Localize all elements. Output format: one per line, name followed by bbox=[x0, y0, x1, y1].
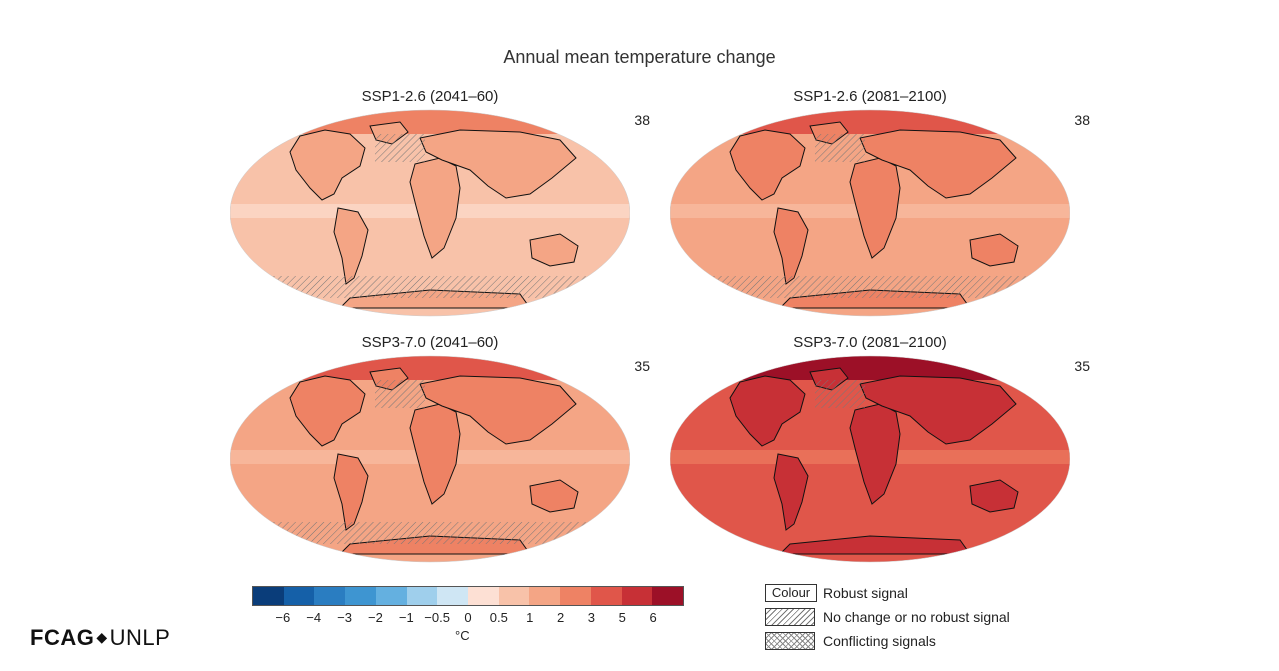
colorbar-swatch bbox=[529, 587, 561, 605]
panel-title: SSP1-2.6 (2041–60) bbox=[361, 88, 499, 105]
colorbar-tick-label: 0 bbox=[464, 610, 472, 625]
colour-swatch: Colour bbox=[765, 584, 817, 602]
colorbar-swatch bbox=[560, 587, 591, 605]
map-panel-1: SSP1-2.6 (2041–60) 38 bbox=[230, 88, 650, 318]
north-atlantic-hatching bbox=[375, 380, 425, 408]
colorbar-tick-label: 1 bbox=[526, 610, 534, 625]
colorbar-tick-label: 2 bbox=[556, 610, 565, 625]
colorbar-swatch bbox=[314, 587, 346, 605]
colorbar-tick-label: −2 bbox=[368, 610, 383, 625]
colorbar-swatch bbox=[253, 587, 284, 605]
colorbar-ticks: −6 −4 −3 −2 −1 −0.5 0 0.5 1 2 3 5 6 bbox=[252, 610, 684, 626]
southern-ocean-hatching bbox=[270, 276, 590, 298]
map-panel-2: SSP1-2.6 (2081–2100) 38 bbox=[670, 88, 1090, 318]
map-border bbox=[670, 109, 1070, 317]
arctic-band bbox=[230, 110, 630, 134]
panel-title: SSP3-7.0 (2081–2100) bbox=[793, 334, 947, 351]
colorbar-tick-label: −1 bbox=[398, 610, 414, 625]
colorbar-swatch bbox=[621, 587, 653, 605]
legend-label: Robust signal bbox=[823, 585, 908, 601]
colorbar-swatch bbox=[468, 587, 499, 605]
colorbar-tick-label: 6 bbox=[649, 610, 657, 625]
colorbar-tick-label: 3 bbox=[587, 610, 596, 625]
model-count: 38 bbox=[1074, 112, 1090, 128]
continent-outline bbox=[289, 129, 366, 201]
continent-outline bbox=[529, 479, 579, 513]
continent-outline bbox=[773, 453, 809, 531]
continent-outline bbox=[859, 375, 1017, 445]
colorbar-unit: °C bbox=[455, 628, 470, 643]
colorbar-swatch bbox=[590, 587, 622, 605]
continent-outline bbox=[419, 129, 577, 199]
colorbar-swatch bbox=[437, 587, 469, 605]
panel-title: SSP3-7.0 (2041–60) bbox=[361, 334, 499, 351]
logo-diamond-icon: ◆ bbox=[96, 629, 108, 645]
north-atlantic-hatching bbox=[815, 380, 865, 408]
map-panel-4: SSP3-7.0 (2081–2100) 35 bbox=[670, 334, 1090, 564]
north-atlantic-hatching bbox=[375, 134, 425, 162]
world-map bbox=[230, 355, 630, 563]
model-count: 38 bbox=[634, 112, 650, 128]
colorbar-tick-label: 5 bbox=[618, 610, 626, 625]
logo-unlp: UNLP bbox=[109, 625, 171, 650]
model-count: 35 bbox=[634, 358, 650, 374]
cross-hatch-swatch bbox=[765, 632, 815, 650]
arctic-band bbox=[230, 356, 630, 380]
diagonal-hatch-swatch bbox=[765, 608, 815, 626]
colorbar bbox=[252, 586, 684, 606]
southern-ocean-hatching bbox=[270, 522, 590, 544]
north-atlantic-hatching bbox=[815, 134, 865, 162]
colorbar-swatch bbox=[652, 587, 684, 605]
figure-title: Annual mean temperature change bbox=[503, 47, 776, 67]
institution-logo: FCAG ◆UNLP bbox=[30, 625, 170, 651]
map-border bbox=[230, 109, 630, 317]
map-border bbox=[670, 355, 1070, 563]
world-map bbox=[670, 109, 1070, 317]
world-map bbox=[230, 109, 630, 317]
map-border bbox=[230, 355, 630, 563]
legend-label: Conflicting signals bbox=[823, 633, 936, 649]
continent-outline bbox=[729, 375, 806, 447]
colorbar-swatch bbox=[375, 587, 407, 605]
panel-title: SSP1-2.6 (2081–2100) bbox=[793, 88, 947, 105]
map-panel-3: SSP3-7.0 (2041–60) 35 bbox=[230, 334, 650, 564]
colorbar-tick-label: −4 bbox=[306, 610, 322, 625]
colorbar-swatch bbox=[283, 587, 315, 605]
continent-outline bbox=[729, 129, 806, 201]
continent-outline bbox=[419, 375, 577, 445]
colorbar-tick-label: 0.5 bbox=[489, 610, 508, 625]
continent-outline bbox=[529, 233, 579, 267]
world-map bbox=[670, 355, 1070, 563]
logo-fcag: FCAG bbox=[30, 625, 95, 650]
colorbar-tick-label: −0.5 bbox=[424, 610, 450, 625]
colorbar-tick-label: −3 bbox=[337, 610, 352, 625]
continent-outline bbox=[969, 479, 1019, 513]
colorbar-swatch bbox=[345, 587, 376, 605]
arctic-band bbox=[670, 110, 1070, 134]
continent-outline bbox=[289, 375, 366, 447]
colorbar-swatch bbox=[498, 587, 530, 605]
legend-label: No change or no robust signal bbox=[823, 609, 1010, 625]
colorbar-swatch bbox=[406, 587, 438, 605]
colorbar-tick-label: −6 bbox=[275, 610, 291, 625]
southern-ocean-hatching bbox=[710, 276, 1030, 298]
continent-outline bbox=[969, 233, 1019, 267]
arctic-band bbox=[670, 356, 1070, 380]
continent-outline bbox=[859, 129, 1017, 199]
model-count: 35 bbox=[1074, 358, 1090, 374]
